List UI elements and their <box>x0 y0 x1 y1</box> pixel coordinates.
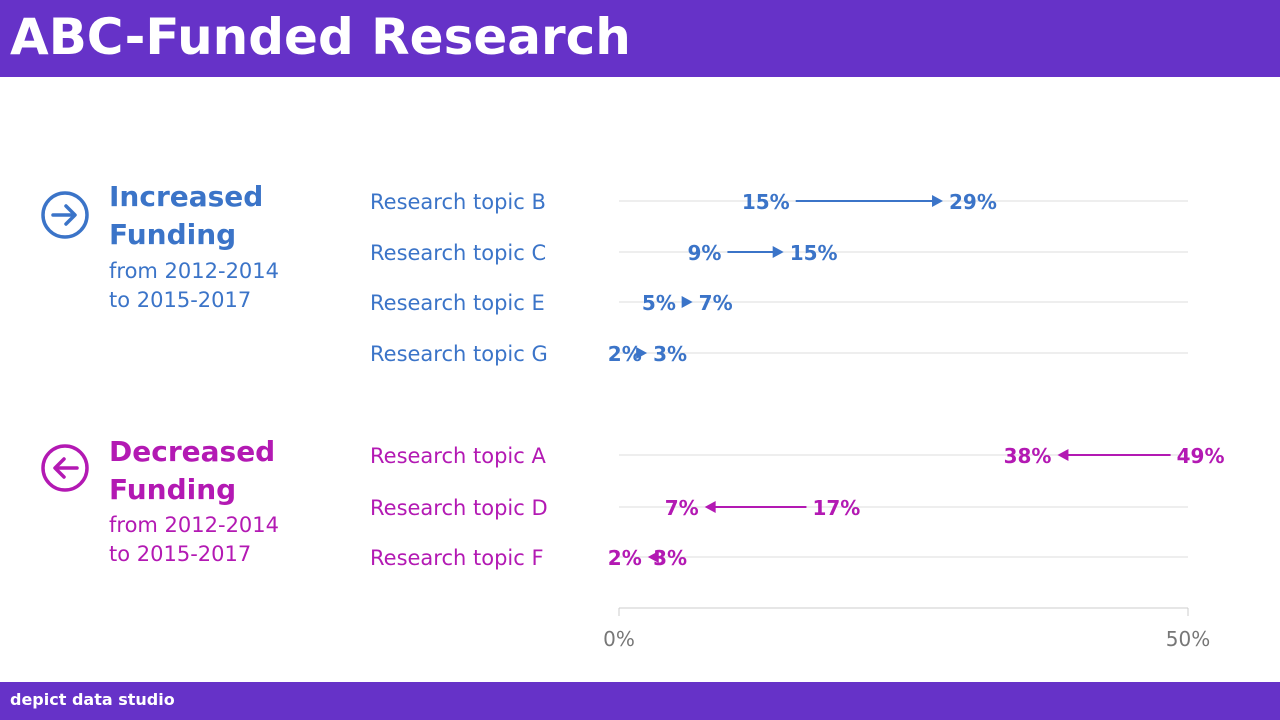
from-value-research-topic-b: 15% <box>742 190 790 214</box>
row-label-research-topic-a: Research topic A <box>370 444 546 468</box>
footer-bar: depict data studio <box>0 682 1280 720</box>
arrow-head-research-topic-d <box>704 501 716 513</box>
decreased-sub-line1: from 2012-2014 <box>109 513 280 537</box>
increased-sub-line2: to 2015-2017 <box>109 288 252 312</box>
arrow-head-research-topic-b <box>932 195 944 207</box>
arrow-head-research-topic-e <box>681 296 693 308</box>
increased-funding-title: Increased Funding <box>109 178 263 254</box>
footer-brand: depict data studio <box>10 690 175 709</box>
to-value-research-topic-g: 3% <box>653 342 687 366</box>
arrow-head-research-topic-a <box>1057 449 1069 461</box>
from-value-research-topic-e: 5% <box>642 291 676 315</box>
decreased-funding-subtitle: from 2012-2014 to 2015-2017 <box>109 511 279 569</box>
arrow-head-research-topic-c <box>772 246 784 258</box>
arrow-head-research-topic-g <box>636 347 648 359</box>
increased-funding-subtitle: from 2012-2014 to 2015-2017 <box>109 257 279 315</box>
from-value-research-topic-c: 9% <box>687 241 721 265</box>
increased-title-line2: Funding <box>109 218 237 251</box>
from-value-research-topic-d: 17% <box>812 496 860 520</box>
arrow-left-circle-icon <box>41 444 89 492</box>
decreased-title-line2: Funding <box>109 473 237 506</box>
arrow-right-circle-icon <box>41 191 89 239</box>
x-tick-label-1: 50% <box>1166 627 1210 651</box>
to-value-research-topic-a: 38% <box>1004 444 1052 468</box>
from-value-research-topic-g: 2% <box>608 342 642 366</box>
arrow-head-research-topic-f <box>647 551 659 563</box>
row-label-research-topic-c: Research topic C <box>370 241 546 265</box>
page-title: ABC-Funded Research <box>10 8 631 66</box>
decreased-sub-line2: to 2015-2017 <box>109 542 252 566</box>
decreased-title-line1: Decreased <box>109 435 276 468</box>
to-value-research-topic-e: 7% <box>699 291 733 315</box>
header-bar: ABC-Funded Research <box>0 0 1280 77</box>
to-value-research-topic-b: 29% <box>949 190 997 214</box>
row-label-research-topic-d: Research topic D <box>370 496 548 520</box>
dot-arrow-chart: 0% 50% Research topic B 15% 29% Research topi… <box>370 190 1225 651</box>
row-label-research-topic-f: Research topic F <box>370 546 544 570</box>
row-label-research-topic-g: Research topic G <box>370 342 548 366</box>
row-label-research-topic-e: Research topic E <box>370 291 545 315</box>
from-value-research-topic-f: 3% <box>653 546 687 570</box>
increased-sub-line1: from 2012-2014 <box>109 259 280 283</box>
to-value-research-topic-f: 2% <box>608 546 642 570</box>
from-value-research-topic-a: 49% <box>1177 444 1225 468</box>
row-label-research-topic-b: Research topic B <box>370 190 546 214</box>
increased-title-line1: Increased <box>109 180 264 213</box>
x-tick-label-0: 0% <box>603 627 635 651</box>
to-value-research-topic-c: 15% <box>790 241 838 265</box>
to-value-research-topic-d: 7% <box>665 496 699 520</box>
decreased-funding-title: Decreased Funding <box>109 433 275 509</box>
